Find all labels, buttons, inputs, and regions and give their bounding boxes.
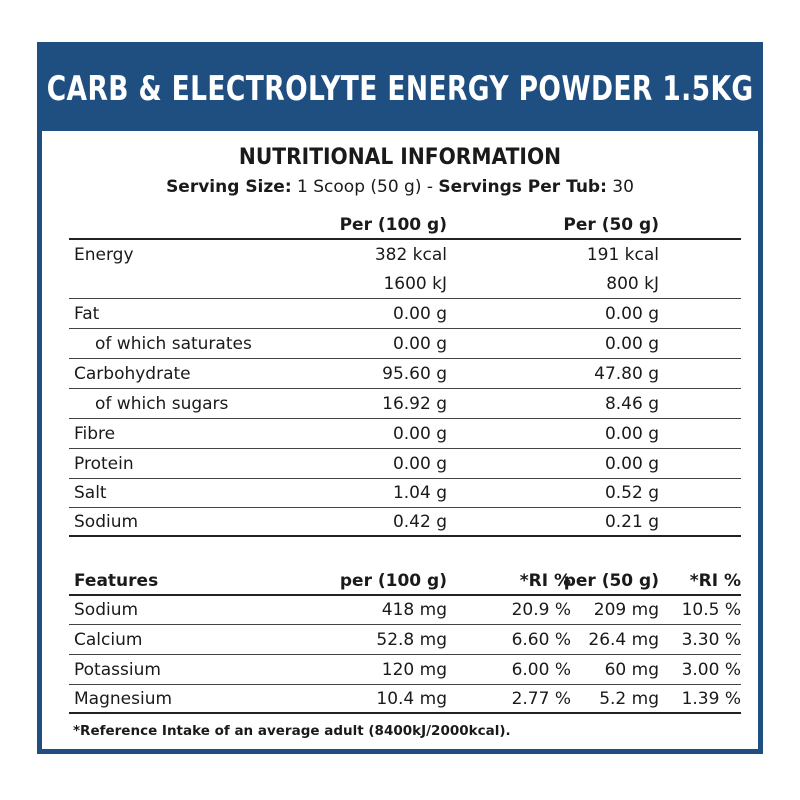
table-row: Calcium 52.8 mg 6.60 % 26.4 mg 3.30 % [69, 626, 741, 655]
value-per-100g: 16.92 g [382, 394, 447, 414]
servings-per-tub-value: 30 [612, 177, 634, 197]
value-per-50g: 800 kJ [606, 274, 659, 294]
table-row: Magnesium 10.4 mg 2.77 % 5.2 mg 1.39 % [69, 685, 741, 714]
value-per-50g: 8.46 g [604, 394, 659, 414]
col-header-features: Features [74, 571, 159, 591]
ri-per-100g: 2.77 % [511, 689, 571, 709]
table-row: of which saturates 0.00 g 0.00 g [69, 330, 741, 359]
value-per-50g: 0.00 g [604, 304, 659, 324]
row-label: of which saturates [95, 334, 252, 354]
value-per-50g: 26.4 mg [588, 630, 659, 650]
col-header-ri-100g: *RI % [519, 571, 571, 591]
value-per-100g: 382 kcal [374, 245, 447, 265]
serving-size-value: 1 Scoop (50 g) - [297, 177, 434, 197]
value-per-50g: 0.00 g [604, 454, 659, 474]
table-row: Sodium 0.42 g 0.21 g [69, 508, 741, 537]
nutrition-header-row: Per (100 g) Per (50 g) [69, 211, 741, 240]
row-label: Sodium [74, 600, 139, 620]
value-per-100g: 10.4 mg [376, 689, 447, 709]
table-row: of which sugars 16.92 g 8.46 g [69, 390, 741, 419]
ri-per-50g: 3.30 % [681, 630, 741, 650]
value-per-100g: 0.42 g [392, 512, 447, 532]
table-row: Fat 0.00 g 0.00 g [69, 300, 741, 329]
col-header-per-50g: Per (50 g) [563, 215, 659, 235]
value-per-50g: 47.80 g [594, 364, 659, 384]
value-per-50g: 5.2 mg [599, 689, 659, 709]
reference-intake-footnote: *Reference Intake of an average adult (8… [73, 723, 511, 739]
nutrition-heading: NUTRITIONAL INFORMATION [238, 145, 562, 170]
ri-per-50g: 1.39 % [681, 689, 741, 709]
value-per-50g: 191 kcal [586, 245, 659, 265]
product-banner: CARB & ELECTROLYTE ENERGY POWDER 1.5KG [42, 47, 758, 131]
value-per-100g: 0.00 g [392, 454, 447, 474]
col-header-per-50g: per (50 g) [563, 571, 659, 591]
ri-per-100g: 6.00 % [511, 660, 571, 680]
row-label: Magnesium [74, 689, 173, 709]
nutrition-panel: CARB & ELECTROLYTE ENERGY POWDER 1.5KG N… [37, 42, 763, 754]
ri-per-50g: 10.5 % [681, 600, 741, 620]
col-header-ri-50g: *RI % [689, 571, 741, 591]
serving-info: Serving Size: 1 Scoop (50 g) - Servings … [42, 177, 758, 197]
row-label: Calcium [74, 630, 143, 650]
col-header-per-100g: Per (100 g) [339, 215, 447, 235]
row-label: Carbohydrate [74, 364, 191, 384]
table-row: Salt 1.04 g 0.52 g [69, 479, 741, 508]
value-per-50g: 60 mg [604, 660, 659, 680]
col-header-per-100g: per (100 g) [339, 571, 447, 591]
value-per-100g: 120 mg [381, 660, 447, 680]
value-per-100g: 418 mg [381, 600, 447, 620]
value-per-100g: 95.60 g [382, 364, 447, 384]
row-label: Fibre [74, 424, 116, 444]
row-label: Energy [74, 245, 134, 265]
ri-per-100g: 20.9 % [511, 600, 571, 620]
value-per-50g: 0.21 g [604, 512, 659, 532]
row-label: of which sugars [95, 394, 229, 414]
value-per-100g: 1600 kJ [383, 274, 447, 294]
table-row: Carbohydrate 95.60 g 47.80 g [69, 360, 741, 389]
servings-per-tub-label: Servings Per Tub: [438, 177, 607, 197]
row-label: Protein [74, 454, 134, 474]
table-row: Sodium 418 mg 20.9 % 209 mg 10.5 % [69, 596, 741, 625]
value-per-100g: 0.00 g [392, 424, 447, 444]
value-per-50g: 0.52 g [604, 483, 659, 503]
table-row: Potassium 120 mg 6.00 % 60 mg 3.00 % [69, 656, 741, 685]
table-row: Energy 382 kcal 191 kcal [69, 241, 741, 270]
value-per-100g: 0.00 g [392, 334, 447, 354]
row-label: Potassium [74, 660, 161, 680]
product-title: CARB & ELECTROLYTE ENERGY POWDER 1.5KG [46, 69, 754, 109]
table-row: 1600 kJ 800 kJ [69, 270, 741, 299]
value-per-50g: 0.00 g [604, 424, 659, 444]
value-per-100g: 52.8 mg [376, 630, 447, 650]
value-per-50g: 209 mg [593, 600, 659, 620]
ri-per-100g: 6.60 % [511, 630, 571, 650]
value-per-50g: 0.00 g [604, 334, 659, 354]
row-label: Fat [74, 304, 100, 324]
ri-per-50g: 3.00 % [681, 660, 741, 680]
table-row: Fibre 0.00 g 0.00 g [69, 420, 741, 449]
row-label: Salt [74, 483, 107, 503]
row-label: Sodium [74, 512, 139, 532]
value-per-100g: 1.04 g [392, 483, 447, 503]
features-header-row: Features per (100 g) *RI % per (50 g) *R… [69, 567, 741, 596]
value-per-100g: 0.00 g [392, 304, 447, 324]
serving-size-label: Serving Size: [166, 177, 292, 197]
table-row: Protein 0.00 g 0.00 g [69, 450, 741, 479]
